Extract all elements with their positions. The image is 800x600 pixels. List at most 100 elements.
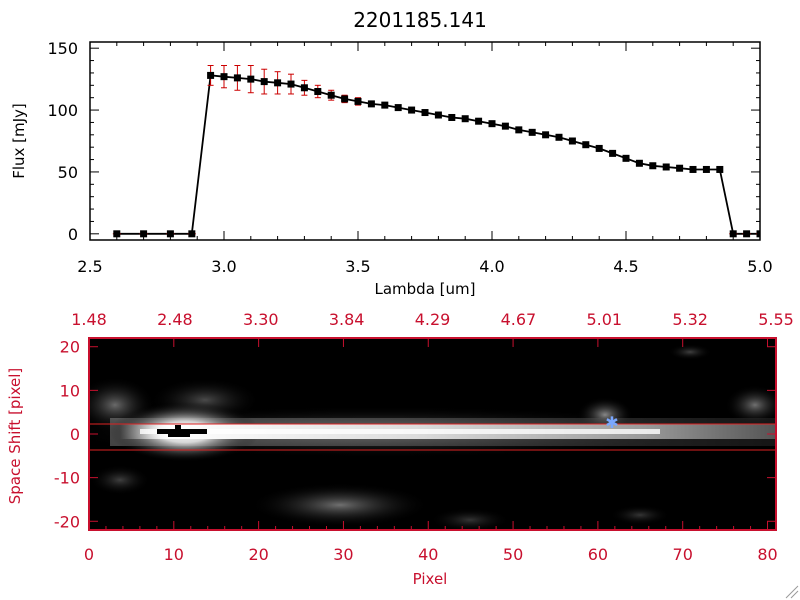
data-point <box>756 230 760 238</box>
data-point <box>207 71 215 79</box>
image-y-tick-labels: -20 -10 0 10 20 <box>54 338 80 532</box>
image-top-tick-label: 4.67 <box>501 310 537 329</box>
data-point <box>300 84 308 92</box>
image-top-tick-label: 1.48 <box>71 310 107 329</box>
image-top-tick-label: 2.48 <box>157 310 193 329</box>
data-point <box>528 128 536 136</box>
image-x-tick-label: 40 <box>418 545 438 564</box>
data-point <box>220 73 228 81</box>
spectrum-x-tick-labels: 2.5 3.0 3.5 4.0 4.5 5.0 <box>77 257 772 276</box>
resize-grip-icon[interactable] <box>785 585 799 599</box>
spectrum-x-tick-label: 4.5 <box>613 257 638 276</box>
data-point <box>582 141 590 149</box>
data-point <box>649 162 657 170</box>
image-plot-frame <box>88 337 777 531</box>
data-point <box>729 230 737 238</box>
data-point <box>716 165 724 173</box>
image-top-tick-label: 3.84 <box>329 310 365 329</box>
spectrum-y-tick-label: 150 <box>47 39 78 58</box>
image-x-tick-labels: 0 10 20 30 40 50 60 70 80 <box>84 545 778 564</box>
data-point <box>113 230 121 238</box>
spectrum-y-tick-label: 0 <box>68 225 78 244</box>
data-point <box>448 113 456 121</box>
data-point <box>287 80 295 88</box>
data-point <box>394 104 402 112</box>
spectrum-y-tick-label: 50 <box>58 163 78 182</box>
spectrum-panel: 2201185.141 2.5 3.0 3.5 4.0 4.5 5.0 0 50 100 150… <box>10 8 773 298</box>
data-point <box>609 149 617 157</box>
data-point <box>367 100 375 108</box>
data-point <box>188 230 196 238</box>
data-point <box>434 111 442 119</box>
image-y-axis-label: Space Shift [pixel] <box>6 368 24 505</box>
image-y-tick-label: -20 <box>54 512 80 531</box>
image-top-tick-label: 4.29 <box>415 310 451 329</box>
spectrum-ticks <box>89 42 761 240</box>
data-point <box>166 230 174 238</box>
spectrum-x-tick-label: 3.0 <box>211 257 236 276</box>
data-point <box>274 79 282 87</box>
image-top-tick-label: 5.01 <box>586 310 622 329</box>
image-y-tick-label: 0 <box>70 425 80 444</box>
data-point <box>408 106 416 114</box>
image-panel: ✱ 1.48 2.48 3.30 3.84 4.29 4.67 5.01 5.32 5.55 0… <box>6 310 794 588</box>
data-point <box>327 91 335 99</box>
data-point <box>461 115 469 123</box>
data-point <box>421 109 429 117</box>
data-point <box>515 126 523 134</box>
image-x-tick-label: 80 <box>757 545 777 564</box>
data-point <box>595 144 603 152</box>
data-point <box>314 88 322 95</box>
data-point <box>501 122 509 130</box>
data-point <box>743 230 751 238</box>
image-top-tick-labels: 1.48 2.48 3.30 3.84 4.29 4.67 5.01 5.32 5.55 <box>71 310 794 329</box>
spectrum-line <box>116 74 760 235</box>
spectrum-y-axis-label: Flux [mJy] <box>10 103 28 179</box>
image-x-tick-label: 70 <box>673 545 693 564</box>
image-x-axis-label: Pixel <box>413 570 448 588</box>
image-x-tick-label: 50 <box>503 545 523 564</box>
data-point <box>381 101 389 109</box>
data-point <box>702 165 710 173</box>
data-point <box>341 95 349 103</box>
spectrum-x-tick-label: 4.0 <box>479 257 504 276</box>
image-x-tick-label: 0 <box>84 545 94 564</box>
spectral-image <box>89 338 776 530</box>
image-y-tick-label: 20 <box>60 338 80 357</box>
spectrum-y-tick-label: 100 <box>47 101 78 120</box>
data-point <box>542 131 550 139</box>
data-point <box>354 97 362 105</box>
data-point <box>689 165 697 173</box>
image-x-tick-label: 20 <box>248 545 268 564</box>
spectrum-series <box>112 65 760 238</box>
image-top-tick-label: 5.32 <box>672 310 708 329</box>
data-point <box>662 163 670 171</box>
data-point <box>140 230 148 238</box>
star-marker-icon: ✱ <box>605 413 618 432</box>
spectrum-x-tick-label: 3.5 <box>345 257 370 276</box>
data-point <box>635 159 643 167</box>
image-x-tick-label: 60 <box>588 545 608 564</box>
image-y-tick-label: 10 <box>60 381 80 400</box>
spectrum-x-axis-label: Lambda [um] <box>375 280 476 298</box>
data-point <box>260 78 268 86</box>
spectrum-plot-frame <box>89 41 761 241</box>
data-point <box>488 120 496 128</box>
image-y-tick-label: -10 <box>54 469 80 488</box>
image-x-tick-label: 10 <box>164 545 184 564</box>
data-point <box>247 75 255 83</box>
data-point <box>568 137 576 145</box>
data-point <box>233 74 241 82</box>
spectrum-x-tick-label: 2.5 <box>77 257 102 276</box>
data-point <box>475 117 483 125</box>
spectrum-x-tick-label: 5.0 <box>747 257 772 276</box>
image-x-tick-label: 30 <box>333 545 353 564</box>
image-top-tick-label: 3.30 <box>243 310 279 329</box>
data-point <box>555 133 563 141</box>
spectrum-y-tick-labels: 0 50 100 150 <box>47 39 78 244</box>
image-top-tick-label: 5.55 <box>758 310 794 329</box>
chart-title: 2201185.141 <box>353 8 487 32</box>
data-point <box>676 164 684 172</box>
data-point <box>622 154 630 162</box>
